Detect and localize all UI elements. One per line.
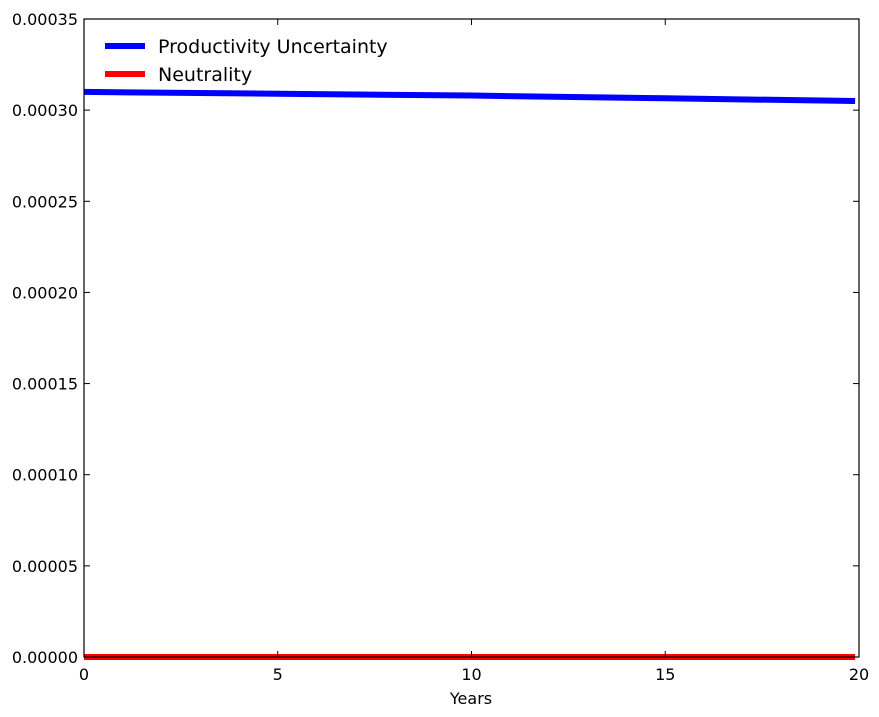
y-tick-label: 0.00035: [12, 10, 78, 29]
y-tick-label: 0.00005: [12, 557, 78, 576]
x-tick-label: 15: [655, 665, 675, 684]
y-tick-label: 0.00010: [12, 466, 78, 485]
x-axis-title: Years: [449, 689, 492, 708]
legend-label-2: Neutrality: [158, 64, 252, 86]
legend-label-1: Productivity Uncertainty: [158, 36, 388, 58]
y-tick-label: 0.00025: [12, 192, 78, 211]
x-axis: 0 5 10 15 20: [79, 19, 869, 684]
x-tick-label: 5: [273, 665, 283, 684]
series-line-1: [83, 88, 856, 105]
x-tick-label: 20: [849, 665, 869, 684]
y-tick-label: 0.00015: [12, 375, 78, 394]
y-tick-label: 0.00020: [12, 283, 78, 302]
legend: Productivity Uncertainty Neutrality: [105, 36, 388, 86]
y-tick-label: 0.00030: [12, 101, 78, 120]
x-tick-label: 0: [79, 665, 89, 684]
x-tick-label: 10: [461, 665, 481, 684]
y-axis: 0.00000 0.00005 0.00010 0.00015 0.00020 0.000…: [12, 10, 859, 667]
y-tick-label: 0.00000: [12, 648, 78, 667]
